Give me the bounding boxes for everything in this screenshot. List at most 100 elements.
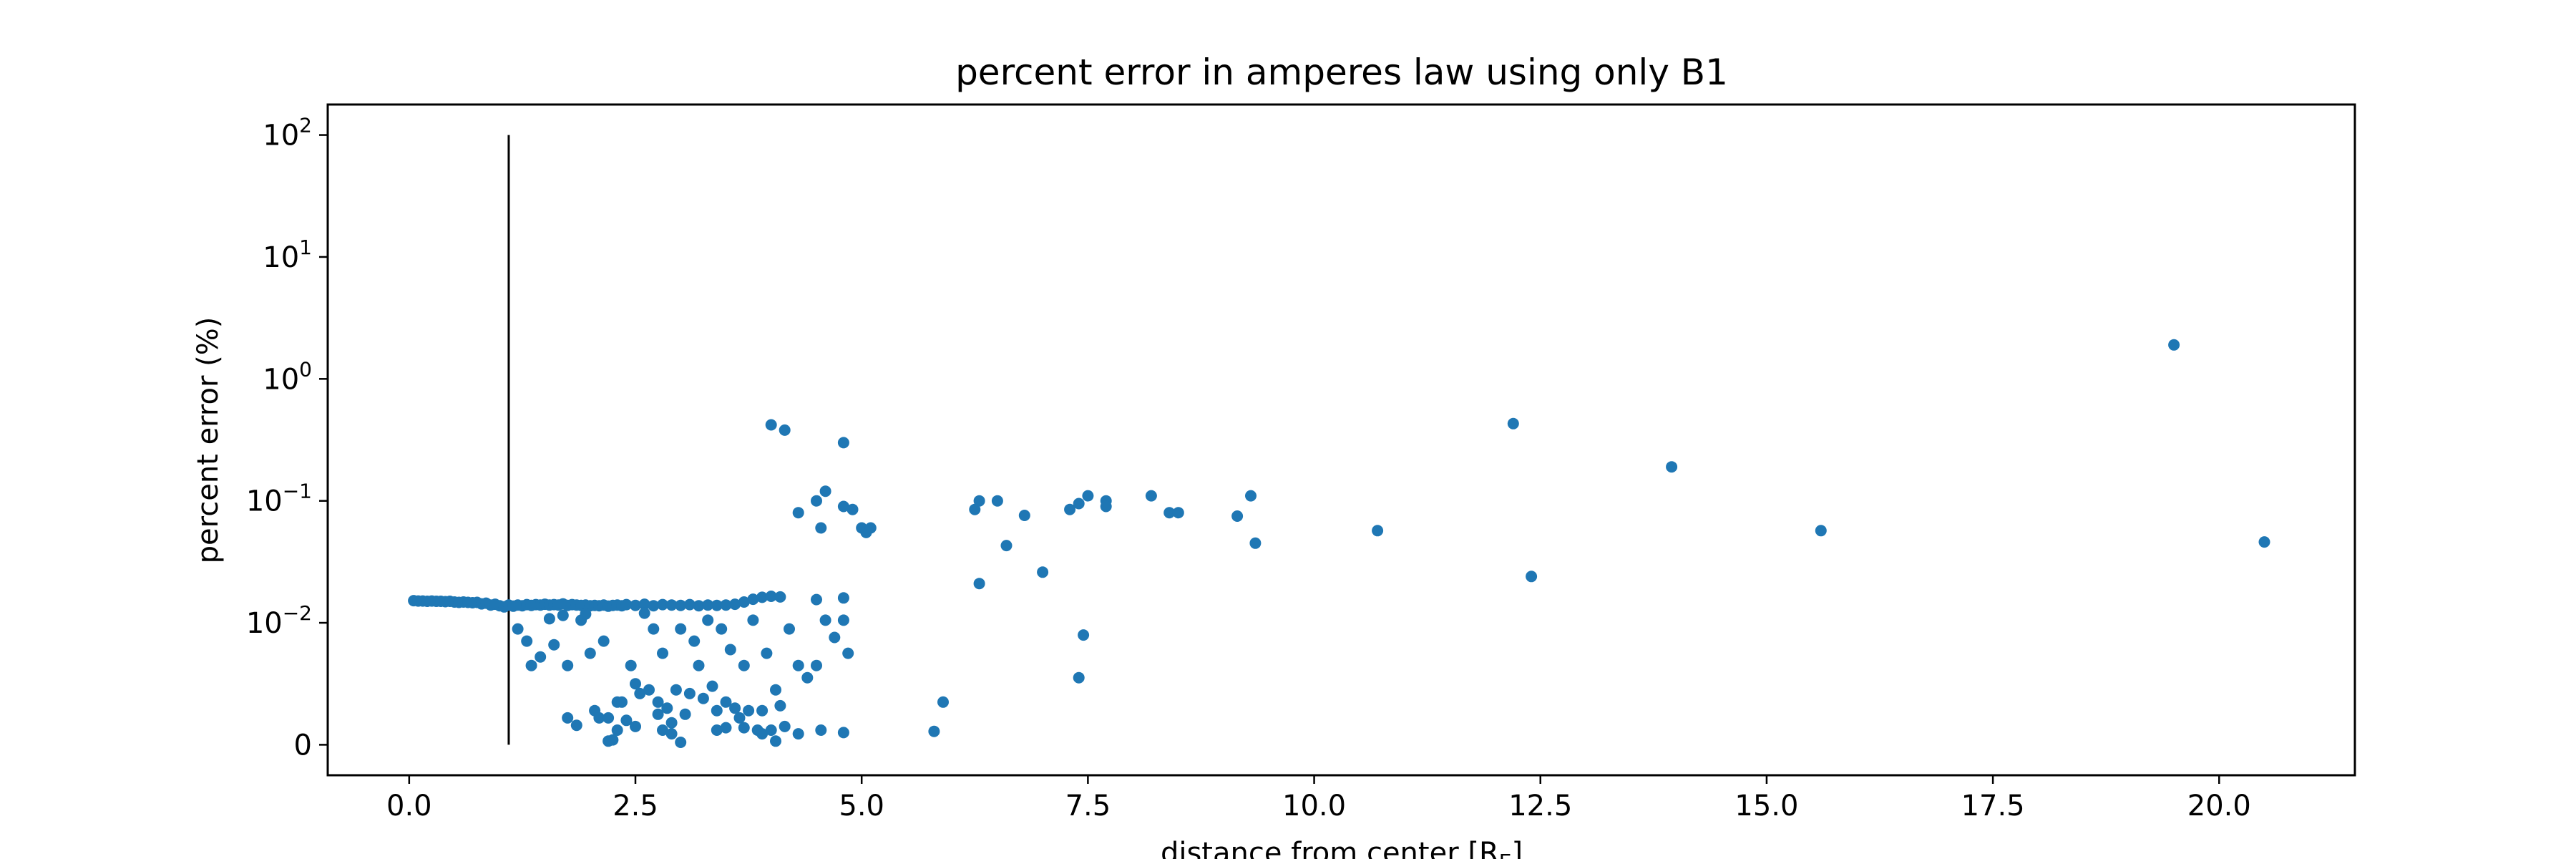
scatter-point	[648, 623, 660, 635]
y-tick-exponent: 0	[299, 357, 312, 381]
scatter-point	[1245, 490, 1257, 502]
scatter-point	[937, 696, 949, 708]
scatter-point	[679, 708, 691, 720]
scatter-point	[1064, 503, 1076, 515]
scatter-point	[652, 708, 664, 720]
scatter-point	[837, 437, 849, 449]
scatter-point	[973, 495, 985, 507]
y-axis-label: percent error (%)	[192, 317, 225, 564]
scatter-point	[597, 635, 610, 647]
scatter-point	[512, 623, 524, 635]
scatter-point	[1231, 510, 1244, 522]
scatter-point	[543, 613, 555, 625]
scatter-point	[991, 495, 1003, 507]
scatter-point	[784, 623, 795, 635]
scatter-point	[756, 728, 769, 740]
y-tick-label: 10−2	[246, 601, 312, 640]
scatter-point	[738, 659, 750, 671]
scatter-point	[1082, 490, 1094, 502]
scatter-point	[702, 614, 714, 626]
scatter-point	[562, 659, 574, 671]
scatter-point	[1000, 540, 1013, 552]
axes-frame	[326, 103, 2356, 777]
y-tick-label: 102	[263, 114, 312, 152]
scatter-point	[634, 687, 646, 699]
scatter-point	[756, 591, 769, 603]
scatter-point	[625, 659, 637, 671]
x-tick-label: 5.0	[839, 790, 884, 822]
scatter-point	[837, 592, 849, 604]
x-axis-ticks: 0.0 2.5 5.0 7.5 10.0 12.5 15.0 17.5 20.0	[386, 775, 2251, 822]
scatter-point	[811, 593, 822, 606]
scatter-point	[1073, 671, 1085, 684]
scatter-point	[620, 714, 633, 727]
scatter-point	[720, 599, 732, 611]
scatter-point	[657, 724, 668, 736]
x-tick-label: 2.5	[613, 790, 658, 822]
scatter-point	[570, 719, 582, 732]
scatter-point	[811, 495, 822, 507]
scatter-point	[593, 712, 605, 724]
scatter-point	[657, 647, 668, 659]
scatter-point	[815, 724, 827, 736]
plot-area	[408, 135, 2270, 748]
scatter-point	[1666, 461, 1678, 473]
scatter-point	[638, 607, 650, 619]
x-tick-label: 15.0	[1735, 790, 1798, 822]
y-tick-base: 10	[246, 485, 283, 518]
scatter-point	[525, 659, 537, 671]
scatter-point	[847, 503, 859, 515]
y-tick-base: 0	[294, 729, 312, 762]
scatter-point	[1372, 525, 1384, 537]
scatter-point	[688, 635, 701, 647]
scatter-point	[815, 522, 827, 534]
scatter-point	[792, 728, 804, 740]
y-tick-label: 10−1	[246, 480, 312, 518]
x-axis-label-end: ]	[1511, 837, 1523, 859]
scatter-point	[1526, 571, 1538, 583]
scatter-point	[643, 684, 655, 696]
y-tick-base: 10	[263, 363, 299, 396]
scatter-point	[973, 578, 985, 590]
scatter-point	[1145, 490, 1157, 502]
scatter-point	[756, 704, 769, 717]
scatter-point	[602, 735, 615, 747]
scatter-point	[733, 712, 746, 724]
x-axis-label-main: distance from center [R	[1161, 837, 1499, 859]
scatter-point	[638, 598, 650, 611]
x-tick-label: 0.0	[386, 790, 432, 822]
scatter-point	[779, 720, 791, 732]
scatter-point	[693, 600, 705, 612]
y-tick-label: 0	[294, 729, 312, 762]
scatter-point	[724, 644, 736, 656]
y-tick-exponent: −2	[283, 601, 312, 625]
scatter-point	[765, 591, 777, 602]
scatter-point	[648, 600, 660, 612]
x-tick-label: 7.5	[1065, 790, 1111, 822]
scatter-point	[774, 699, 786, 712]
scatter-point	[761, 647, 773, 659]
scatter-point	[657, 598, 668, 611]
chart-title: percent error in amperes law using only …	[955, 52, 1728, 93]
scatter-point	[747, 614, 759, 626]
y-tick-base: 10	[263, 120, 299, 152]
scatter-point	[819, 614, 831, 626]
y-tick-exponent: 2	[299, 114, 312, 137]
scatter-point	[630, 678, 641, 690]
x-tick-label: 17.5	[1961, 790, 2025, 822]
scatter-point	[2258, 536, 2270, 548]
scatter-point	[837, 727, 849, 739]
scatter-point	[969, 503, 981, 515]
scatter-point	[743, 704, 755, 717]
scatter-point	[770, 735, 781, 747]
y-tick-exponent: −1	[283, 480, 312, 503]
scatter-point	[1249, 537, 1262, 549]
scatter-point	[697, 692, 709, 704]
scatter-point	[693, 659, 705, 671]
scatter-point	[702, 599, 714, 611]
scatter-point	[720, 696, 732, 708]
scatter-point	[774, 591, 786, 603]
